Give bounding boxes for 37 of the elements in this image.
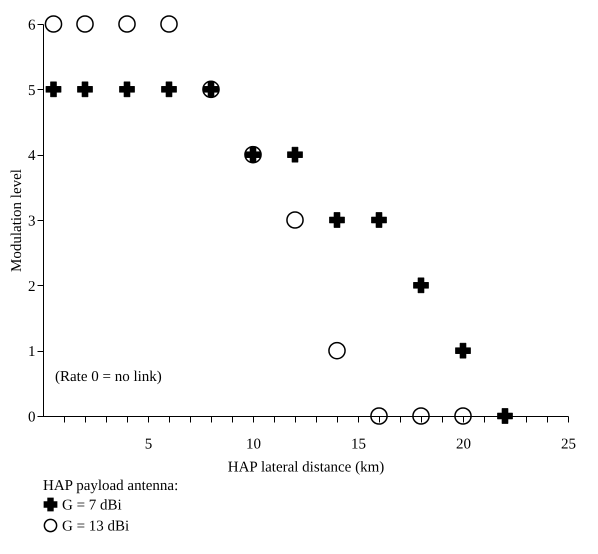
point bbox=[286, 211, 304, 229]
y-axis-title: Modulation level bbox=[9, 169, 25, 272]
point bbox=[119, 82, 135, 98]
y-tick-label: 5 bbox=[28, 82, 36, 99]
y-tick-label: 4 bbox=[28, 148, 36, 164]
point bbox=[497, 408, 513, 424]
point bbox=[371, 212, 387, 228]
x-tick-label: 15 bbox=[351, 436, 366, 452]
annotation: (Rate 0 = no link) bbox=[55, 369, 162, 385]
point bbox=[370, 407, 388, 425]
point bbox=[328, 342, 346, 360]
point bbox=[412, 407, 430, 425]
point bbox=[76, 15, 94, 33]
x-axis-title: HAP lateral distance (km) bbox=[228, 460, 384, 476]
point bbox=[287, 146, 303, 162]
y-tick-label: 2 bbox=[28, 278, 36, 295]
y-tick-label: 0 bbox=[28, 410, 36, 426]
x-tick-label: 25 bbox=[561, 436, 576, 452]
point bbox=[413, 278, 429, 294]
point bbox=[454, 407, 472, 425]
point bbox=[77, 82, 93, 98]
y-tick-label: 1 bbox=[28, 344, 36, 360]
x-tick-label: 20 bbox=[456, 436, 471, 452]
point bbox=[161, 82, 177, 98]
point bbox=[455, 342, 471, 358]
x-tick-label: 5 bbox=[144, 436, 152, 452]
point bbox=[46, 82, 62, 98]
point bbox=[44, 15, 62, 33]
x-tick-label: 10 bbox=[246, 436, 261, 452]
y-tick-label: 6 bbox=[28, 18, 36, 34]
point bbox=[160, 15, 178, 33]
legend-title: HAP payload antenna: bbox=[43, 478, 178, 494]
point bbox=[118, 15, 136, 33]
y-tick-label: 3 bbox=[28, 214, 36, 230]
point bbox=[329, 212, 345, 228]
legend-label: G = 13 dBi bbox=[62, 518, 130, 534]
legend-label: G = 7 dBi bbox=[62, 498, 122, 514]
